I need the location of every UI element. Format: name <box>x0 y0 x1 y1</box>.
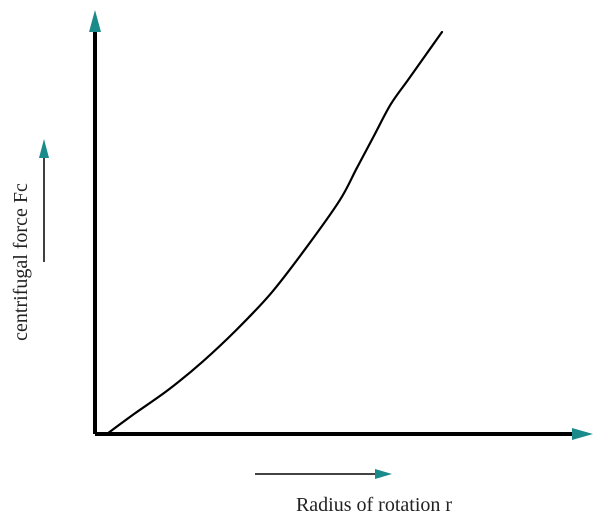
x-axis-arrowhead <box>572 428 593 440</box>
y-direction-arrowhead <box>39 139 49 158</box>
series-line-0 <box>105 30 444 436</box>
x-direction-arrowhead <box>375 469 392 479</box>
series-layer <box>105 30 444 436</box>
y-axis-arrowhead <box>89 10 101 32</box>
y-axis-label: centrifugal force Fc <box>10 183 32 341</box>
x-axis-label: Radius of rotation r <box>296 494 452 516</box>
